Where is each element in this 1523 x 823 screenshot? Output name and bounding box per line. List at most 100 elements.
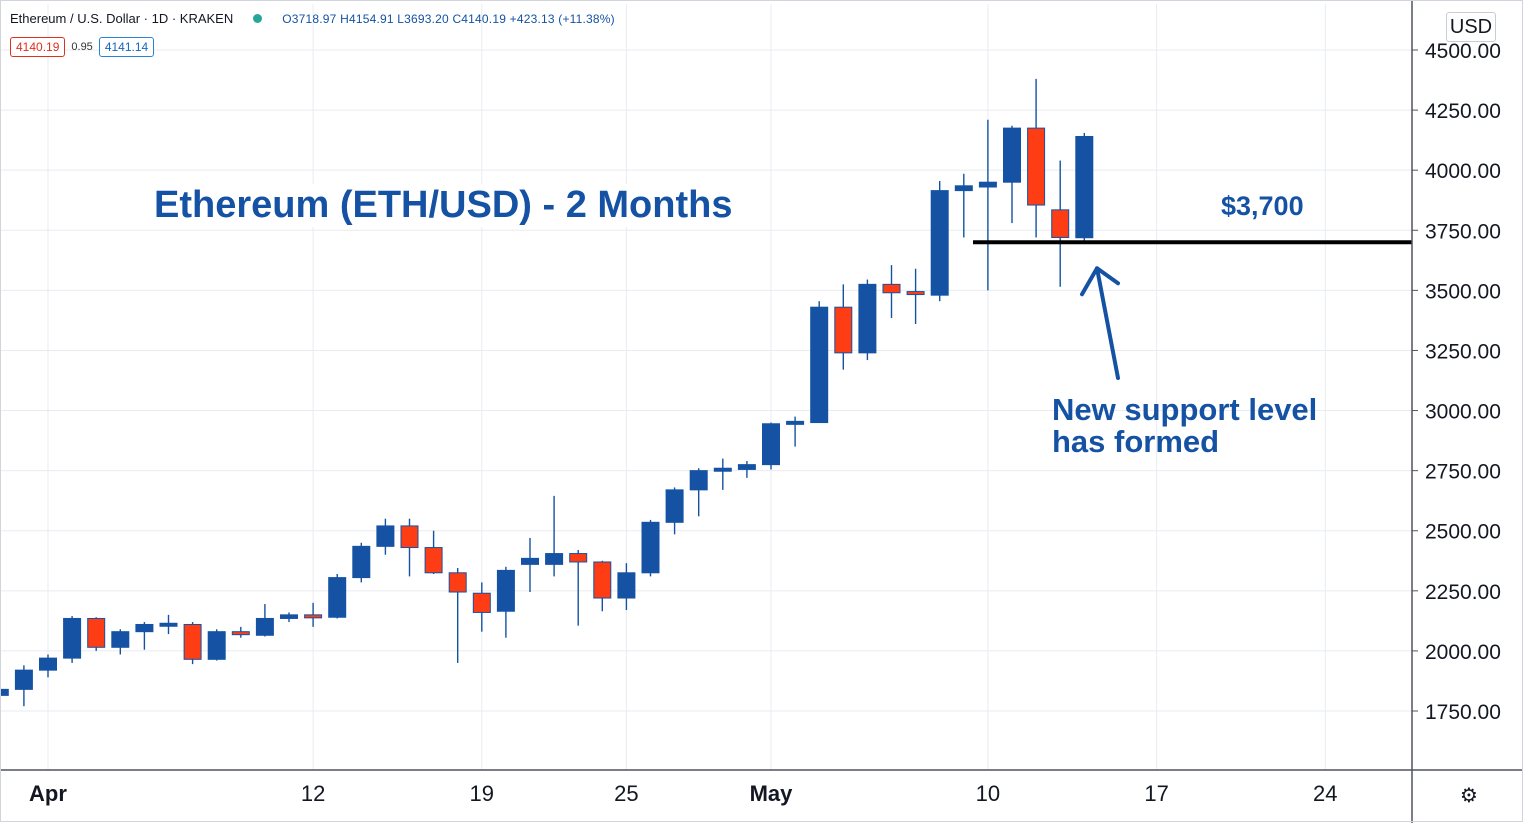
- candle: [1003, 125, 1021, 224]
- candle: [207, 629, 226, 661]
- candle-body: [304, 614, 323, 619]
- y-tick-label: 3500.00: [1425, 280, 1501, 303]
- candle-body: [63, 617, 82, 659]
- candle: [882, 265, 901, 319]
- candle-body: [545, 553, 564, 565]
- candle: [786, 416, 805, 447]
- candle-body: [858, 283, 877, 354]
- candle-body: [231, 631, 250, 636]
- candle: [0, 686, 9, 699]
- y-tick-label: 2750.00: [1425, 461, 1501, 484]
- candle-body: [424, 547, 443, 574]
- buy-price-button[interactable]: 4141.14: [98, 37, 155, 57]
- candle-body: [665, 489, 684, 523]
- support-level-label: $3,700: [1221, 191, 1304, 221]
- candle-body: [1027, 127, 1046, 206]
- support-note-line-2: has formed: [1052, 424, 1220, 459]
- candle-body: [689, 470, 708, 491]
- candle: [641, 519, 660, 577]
- x-tick-label: 24: [1313, 781, 1337, 806]
- candle-body: [641, 521, 660, 574]
- candle: [978, 119, 997, 291]
- y-tick-label: 3250.00: [1425, 340, 1501, 363]
- y-tick-label: 2500.00: [1425, 521, 1501, 544]
- candle-body: [135, 623, 154, 633]
- candle-body: [183, 623, 202, 660]
- symbol-label[interactable]: Ethereum / U.S. Dollar · 1D · KRAKEN: [10, 11, 234, 26]
- x-tick-label: 25: [614, 781, 638, 806]
- candle-body: [737, 464, 756, 470]
- candle: [569, 549, 588, 626]
- sell-price-button[interactable]: 4140.19: [10, 37, 66, 57]
- candle: [665, 487, 684, 535]
- candle-body: [882, 283, 901, 294]
- overlay: [973, 240, 1412, 380]
- candle-body: [159, 622, 178, 627]
- candle-body: [496, 569, 515, 612]
- market-status-icon: [253, 14, 263, 23]
- candle: [1051, 160, 1070, 287]
- candle-body: [328, 577, 347, 618]
- y-tick-label: 4500.00: [1425, 40, 1501, 63]
- x-tick-label: 10: [976, 781, 1000, 806]
- candle: [906, 268, 925, 325]
- candle-body: [593, 561, 612, 599]
- candle: [521, 537, 539, 593]
- candle-body: [0, 688, 9, 696]
- candle-body: [111, 631, 130, 648]
- candle: [231, 626, 250, 638]
- candle-body: [617, 572, 636, 599]
- candle: [304, 602, 323, 627]
- candle-body: [713, 467, 732, 472]
- grid: [0, 4, 1412, 770]
- candle-body: [930, 190, 949, 296]
- candle: [472, 582, 491, 632]
- candle: [1075, 132, 1094, 244]
- y-tick-label: 4250.00: [1425, 100, 1501, 123]
- candle: [183, 622, 202, 665]
- candle-body: [906, 291, 925, 296]
- candle-body: [521, 557, 539, 565]
- candle-body: [87, 617, 106, 648]
- candle: [737, 461, 756, 478]
- x-tick-label: 12: [301, 781, 325, 806]
- y-tick-label: 3000.00: [1425, 401, 1501, 424]
- candle: [834, 284, 853, 370]
- candle-body: [1075, 135, 1094, 239]
- x-tick-label: Apr: [29, 781, 67, 806]
- support-note-line-1: New support level: [1052, 392, 1318, 427]
- candle: [255, 604, 274, 637]
- chart-header: Ethereum / U.S. Dollar · 1D · KRAKEN O37…: [10, 11, 615, 26]
- candle-body: [14, 669, 33, 690]
- candle: [424, 530, 443, 574]
- gear-icon[interactable]: ⚙: [1460, 785, 1478, 807]
- candle-body: [255, 617, 274, 636]
- candle-body: [280, 614, 298, 619]
- candle: [63, 616, 82, 663]
- y-tick-label: 1750.00: [1425, 701, 1501, 724]
- x-tick-label: 17: [1144, 781, 1168, 806]
- candle: [400, 518, 419, 577]
- y-tick-label: 4000.00: [1425, 160, 1501, 183]
- candle-body: [448, 572, 467, 593]
- candle: [376, 518, 395, 555]
- candle: [810, 301, 829, 424]
- candle: [762, 422, 780, 470]
- candle-body: [786, 420, 805, 425]
- candle-body: [978, 181, 997, 188]
- candle: [111, 629, 130, 655]
- candle: [448, 567, 467, 663]
- quote-row: 4140.19 0.95 4141.14: [10, 37, 155, 57]
- candle: [593, 560, 612, 612]
- candle: [954, 173, 973, 238]
- candle-body: [352, 545, 371, 579]
- candle: [352, 542, 371, 583]
- candle-body: [1051, 209, 1070, 238]
- candle: [159, 614, 178, 635]
- currency-button[interactable]: USD: [1446, 12, 1496, 42]
- candle: [135, 622, 154, 650]
- arrow-shaft: [1095, 266, 1120, 380]
- x-tick-label: 19: [470, 781, 494, 806]
- spread-value: 0.95: [71, 41, 93, 53]
